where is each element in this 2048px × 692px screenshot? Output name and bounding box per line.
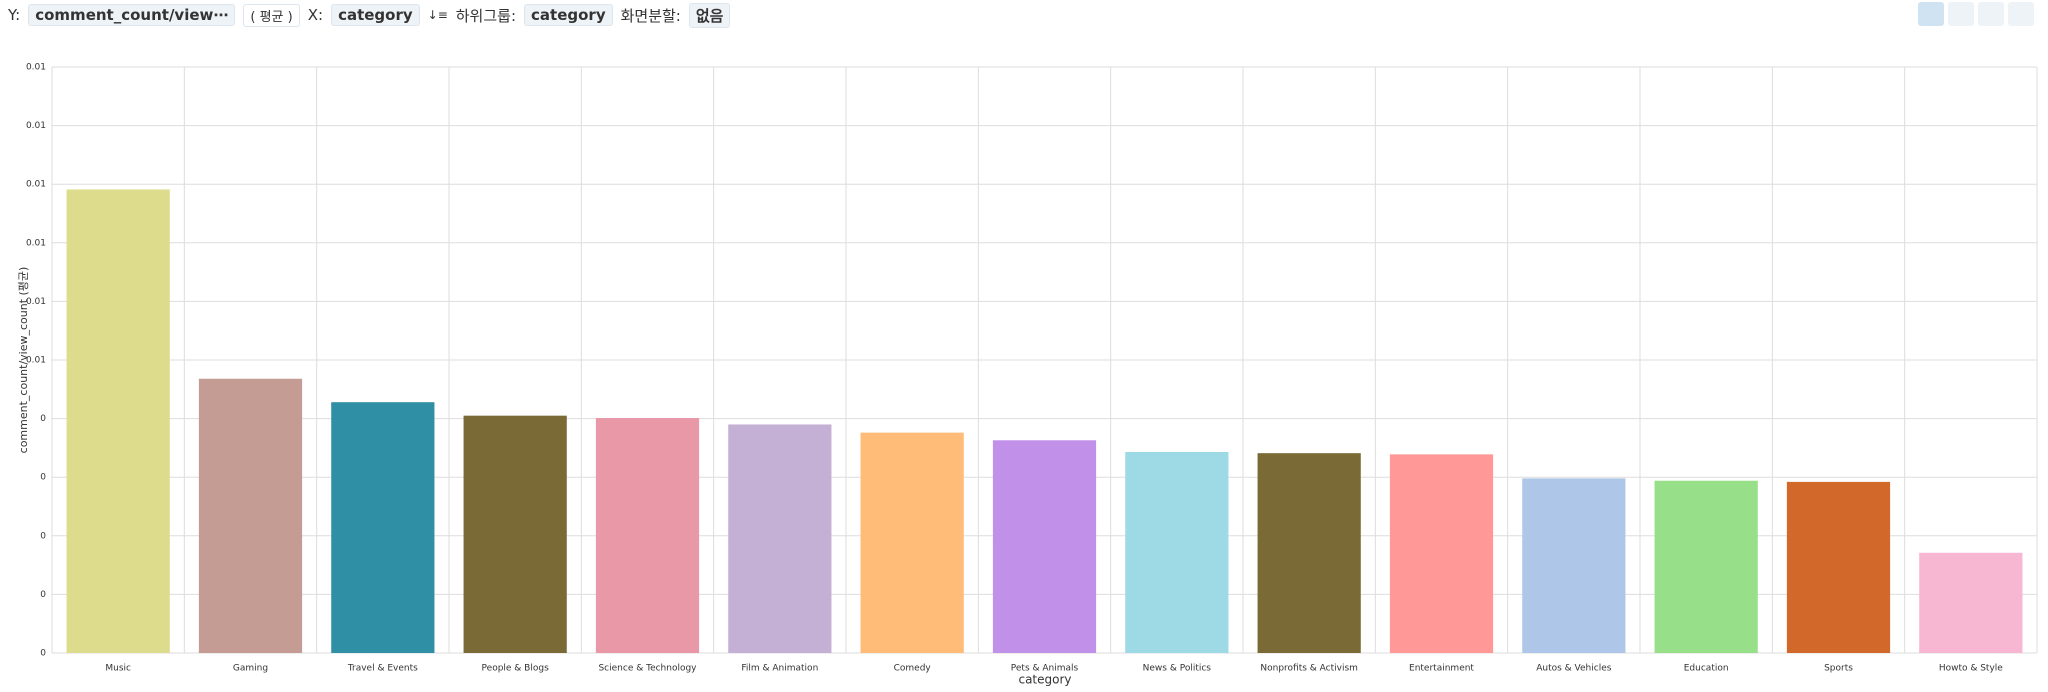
y-tick-label: 0 [40,590,46,600]
y-tick-label: 0 [40,473,46,483]
subgroup-field[interactable]: category [524,4,613,26]
bar [1125,452,1229,653]
bar [198,378,303,653]
bar [860,432,964,653]
split-value[interactable]: 없음 [688,2,731,28]
subgroup-label: 하위그룹: [455,6,517,25]
y-tick-label: 0.01 [26,63,46,73]
bar [331,402,435,653]
x-tick-label: People & Blogs [482,664,550,674]
x-tick-label: Howto & Style [1939,664,2003,674]
x-label: X: [307,6,324,24]
y-field[interactable]: comment_count/view⋯ [28,4,236,26]
y-tick-label: 0 [40,531,46,541]
scatter-icon[interactable] [2008,2,2034,26]
x-tick-label: Music [105,664,131,674]
bar2-icon[interactable] [1948,2,1974,26]
toolbar: Y: comment_count/view⋯ ( 평균 ) X: categor… [8,2,731,28]
x-tick-label: Education [1684,664,1729,674]
y-tick-label: 0.01 [26,297,46,307]
bar [728,424,832,653]
bar [595,418,700,653]
x-tick-label: Film & Animation [741,664,818,674]
y-label: Y: [8,6,21,24]
y-tick-label: 0 [40,414,46,424]
aggregation[interactable]: ( 평균 ) [243,3,300,27]
bar [1257,453,1361,653]
bar [1654,480,1758,653]
y-tick-label: 0 [40,649,46,659]
sort-icon[interactable]: ↓≡ [427,8,448,22]
bar [1919,552,2023,653]
x-tick-label: Autos & Vehicles [1536,664,1612,674]
x-tick-label: Travel & Events [347,664,418,674]
area-icon[interactable] [1978,2,2004,26]
y-tick-label: 0.01 [26,238,46,248]
x-tick-label: Gaming [233,664,268,674]
x-tick-label: Entertainment [1409,664,1474,674]
y-tick-label: 0.01 [26,356,46,366]
x-tick-label: Science & Technology [598,664,697,674]
bar [463,415,567,653]
x-tick-label: Nonprofits & Activism [1260,664,1358,674]
y-axis-title: comment_count/view_count (평균) [17,267,30,454]
y-tick-label: 0.01 [26,121,46,131]
bar [66,189,170,653]
x-axis-title: category [1018,673,1071,687]
bar [1522,478,1626,653]
bar [1786,481,1891,653]
x-tick-label: Pets & Animals [1011,664,1079,674]
x-field[interactable]: category [331,4,420,26]
bar-icon[interactable] [1918,2,1944,26]
bar [992,440,1097,653]
x-tick-label: Comedy [894,664,932,674]
chart-type-icons [1918,2,2034,26]
split-label: 화면분할: [620,6,681,25]
bar [1389,454,1494,653]
y-tick-label: 0.01 [26,180,46,190]
x-tick-label: Sports [1824,664,1853,674]
x-tick-label: News & Politics [1143,664,1212,674]
